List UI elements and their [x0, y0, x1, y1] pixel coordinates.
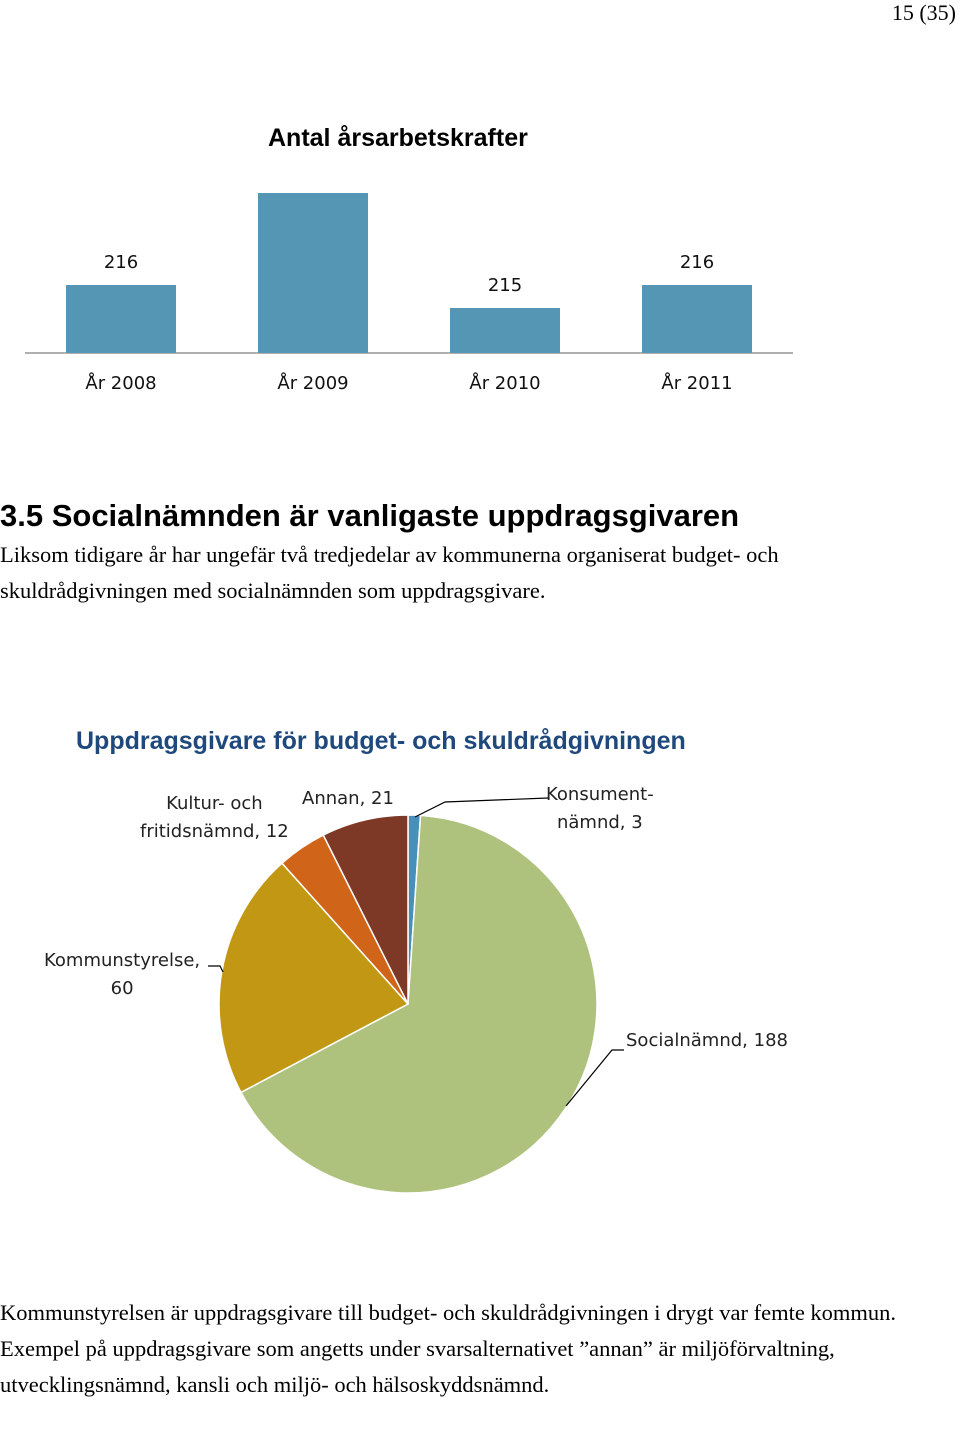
bar-3	[450, 308, 560, 353]
leader-line-kommunstyrelse	[208, 965, 224, 973]
pie-label-kultur-line2: fritidsnämnd, 12	[140, 821, 289, 842]
bar-value-label: 215	[488, 275, 522, 296]
pie-label-kommunstyrelse-line2: 60	[110, 978, 134, 999]
leader-line-social	[565, 1049, 624, 1107]
bar-value-label: 216	[680, 252, 714, 273]
pie-label-social-text: Socialnämnd, 188	[626, 1030, 788, 1051]
closing-paragraph: Kommunstyrelsen är uppdragsgivare till b…	[0, 1300, 897, 1397]
bar-category-label: År 2011	[661, 372, 732, 394]
bar-1	[66, 285, 176, 353]
pie-chart	[208, 797, 624, 1194]
bar-value-label: 220	[296, 180, 330, 181]
pie-label-kultur-line1: Kultur- och	[166, 793, 263, 814]
section-paragraph: Liksom tidigare år har ungefär två tredj…	[0, 542, 779, 603]
bar-category-label: År 2010	[469, 372, 540, 394]
bar-2	[258, 193, 368, 353]
pie-label-konsument-line1: Konsument-	[546, 784, 654, 805]
leader-line-konsument	[414, 797, 549, 818]
pie-label-konsument-line2: nämnd, 3	[556, 812, 643, 833]
bar-chart: 216 År 2008 220 År 2009 215 År 2010 216 År 2011	[25, 180, 793, 394]
pie-chart-title: Uppdragsgivare för budget- och skuldrådg…	[76, 727, 686, 755]
bar-category-label: År 2008	[85, 372, 156, 394]
pie-label-annan: Annan, 21	[302, 785, 394, 813]
bar-4	[642, 285, 752, 353]
bar-value-label: 216	[104, 252, 138, 273]
page-number: 15 (35)	[891, 0, 956, 25]
bar-category-label: År 2009	[277, 372, 348, 394]
pie-label-kommunstyrelse: Kommunstyrelse, 60	[44, 947, 200, 1003]
pie-label-kommunstyrelse-line1: Kommunstyrelse,	[44, 950, 201, 971]
pie-label-konsument: Konsument- nämnd, 3	[546, 781, 654, 837]
section-heading: 3.5 Socialnämnden är vanligaste uppdrags…	[0, 498, 740, 533]
pie-label-annan-text: Annan, 21	[302, 788, 394, 809]
pie-slice-5	[322, 814, 409, 1005]
pie-slice-2	[239, 814, 598, 1194]
pie-label-kultur: Kultur- och fritidsnämnd, 12	[140, 790, 289, 846]
bar-chart-title: Antal årsarbetskrafter	[268, 124, 528, 152]
pie-label-social: Socialnämnd, 188	[626, 1027, 788, 1055]
